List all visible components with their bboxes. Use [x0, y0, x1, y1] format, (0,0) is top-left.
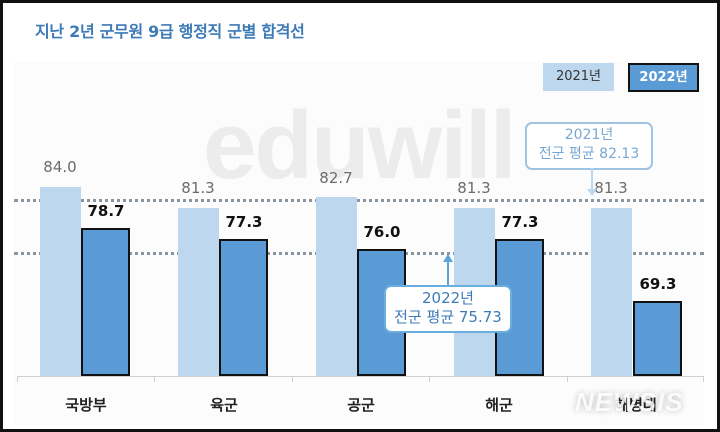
value-2021-army: 81.3: [181, 179, 215, 197]
callout-2022-text: 전군 평균 75.73: [394, 308, 502, 326]
legend-2021: 2021년: [543, 63, 614, 91]
arrow-up-icon: [443, 254, 453, 262]
category-label-army: 육군: [210, 396, 238, 414]
value-2022-mnd: 78.7: [87, 202, 125, 220]
category-label-mnd: 국방부: [65, 396, 107, 414]
callout-2022-arrow-line: [447, 261, 449, 285]
callout-avg-2021: 2021년 전군 평균 82.13: [525, 122, 653, 170]
bar-2022-mnd: [81, 228, 130, 376]
bar-2022-marines: [633, 301, 682, 376]
callout-2021-text: 전군 평균 82.13: [538, 146, 640, 162]
axis-tick: [567, 376, 568, 382]
legend-2022: 2022년: [628, 63, 699, 92]
callout-2022-year: 2022년: [422, 289, 474, 307]
value-2022-army: 77.3: [225, 213, 263, 231]
axis-tick: [429, 376, 430, 382]
callout-2021-year: 2021년: [564, 127, 614, 143]
bar-2021-army: [178, 208, 219, 376]
axis-tick: [17, 376, 18, 382]
axis-tick: [154, 376, 155, 382]
value-2021-marines: 81.3: [594, 179, 628, 197]
axis-tick: [292, 376, 293, 382]
category-label-airforce: 공군: [347, 396, 375, 414]
eduwill-watermark: eduwill: [203, 92, 516, 199]
value-2021-mnd: 84.0: [43, 158, 77, 176]
bar-2022-army: [219, 239, 268, 376]
bar-2021-mnd: [40, 187, 81, 376]
arrow-down-icon: [587, 189, 597, 196]
value-2021-airforce: 82.7: [319, 169, 353, 187]
callout-2021-arrow-line: [591, 168, 593, 190]
value-2021-navy: 81.3: [457, 179, 491, 197]
category-label-marines: 해병대: [615, 396, 657, 414]
x-axis: [17, 376, 703, 377]
bar-2021-airforce: [316, 197, 357, 376]
chart-title: 지난 2년 군무원 9급 행정직 군별 합격선: [35, 22, 305, 41]
axis-tick: [703, 376, 704, 382]
callout-avg-2022: 2022년 전군 평균 75.73: [384, 285, 512, 333]
value-2022-navy: 77.3: [501, 213, 539, 231]
value-2022-airforce: 76.0: [363, 223, 401, 241]
value-2022-marines: 69.3: [639, 275, 677, 293]
newsis-watermark: NEWSIS: [575, 387, 684, 417]
avg-line-2021: [14, 199, 704, 202]
category-label-navy: 해군: [485, 396, 513, 414]
bar-2021-marines: [591, 208, 632, 376]
